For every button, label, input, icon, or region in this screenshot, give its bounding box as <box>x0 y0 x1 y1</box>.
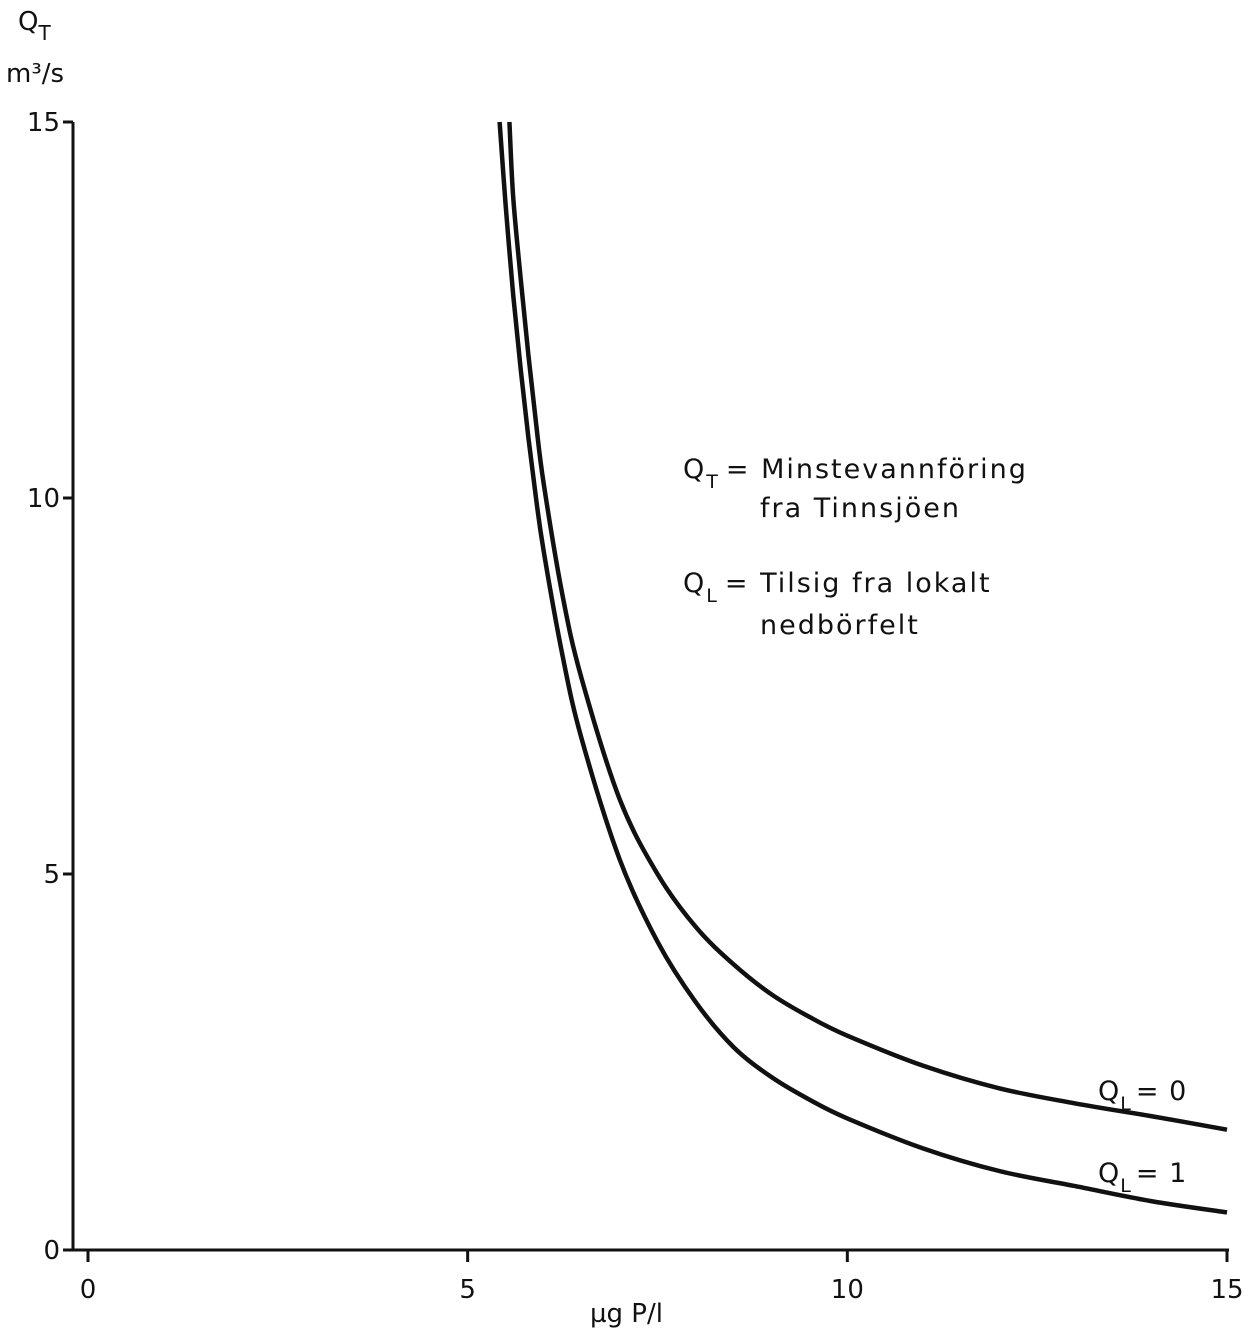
legend-ql-line1: = Tilsig fra lokalt <box>725 568 992 599</box>
legend-ql: QL = Tilsig fra lokalt <box>683 568 992 607</box>
legend-qt-symbol: Q <box>683 454 706 485</box>
x-ticks: 0 5 10 15 <box>80 1250 1244 1305</box>
legend: QT = Minstevannföring fra Tinnsjöen QL = T… <box>683 454 1028 641</box>
x-tick-label: 15 <box>1210 1275 1243 1305</box>
y-axis-q: Q <box>18 7 38 37</box>
y-axis-unit: m³/s <box>6 59 64 89</box>
y-tick-label: 5 <box>43 860 60 890</box>
legend-qt-sub: T <box>705 471 720 493</box>
curve-label-ql0: QL = 0 <box>1098 1076 1187 1115</box>
y-ticks: 0 5 10 15 <box>27 108 73 1266</box>
curve-label-ql0-sub: L <box>1120 1093 1132 1115</box>
y-axis-symbol: QT <box>18 7 51 45</box>
x-axis-title: µg P/l <box>590 1299 663 1329</box>
legend-qt-line2: fra Tinnsjöen <box>760 493 961 524</box>
legend-ql-sub: L <box>706 585 719 607</box>
curve-label-ql1-sub: L <box>1120 1175 1132 1197</box>
curve-label-ql1-symbol: Q <box>1098 1158 1120 1189</box>
series-line-ql0 <box>507 121 1228 1132</box>
y-tick-label: 15 <box>27 108 60 138</box>
curve-label-ql1-suffix: = 1 <box>1136 1158 1187 1189</box>
legend-ql-symbol: Q <box>683 568 706 599</box>
x-tick-label: 10 <box>831 1275 864 1305</box>
curve-label-ql0-symbol: Q <box>1098 1076 1120 1107</box>
x-tick-label: 5 <box>459 1275 476 1305</box>
curve-label-ql0-suffix: = 0 <box>1136 1076 1187 1107</box>
y-tick-label: 10 <box>27 484 60 514</box>
y-tick-label: 0 <box>43 1236 60 1266</box>
y-axis-subscript: T <box>37 21 51 45</box>
curves <box>497 121 1228 1215</box>
series-line-ql1 <box>497 121 1228 1215</box>
legend-qt: QT = Minstevannföring <box>683 454 1028 493</box>
curve-label-ql1: QL = 1 <box>1098 1158 1187 1197</box>
legend-ql-line2: nedbörfelt <box>760 610 920 641</box>
legend-qt-line1: = Minstevannföring <box>726 454 1028 485</box>
x-tick-label: 0 <box>80 1275 97 1305</box>
